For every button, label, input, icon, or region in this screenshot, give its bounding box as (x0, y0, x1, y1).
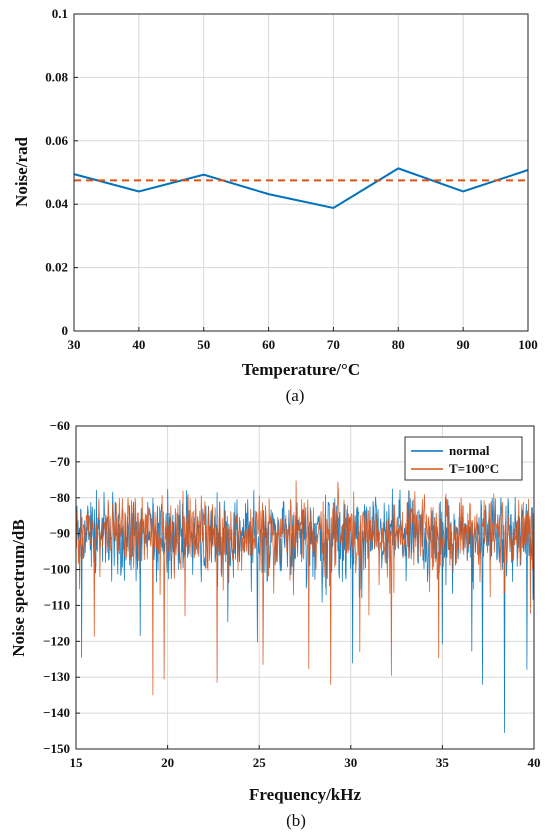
panel-a-x-axis-label: Temperature/°C (242, 360, 360, 379)
legend-box (404, 436, 523, 481)
x-tick-label: 90 (457, 337, 470, 352)
x-tick-label: 30 (344, 755, 357, 770)
x-tick-label: 25 (253, 755, 267, 770)
panel-b-x-axis-label: Frequency/kHz (249, 785, 362, 804)
noise-series-line (73, 167, 529, 210)
y-tick-label: −150 (43, 741, 70, 756)
x-tick-label: 100 (518, 337, 538, 352)
panel-b-y-ticks: −150 −140 −130 −120 −110 −100 −90 −80 −70 −60 (43, 418, 80, 756)
panel-a-plot-area (73, 167, 529, 210)
panel-a-x-ticks: 30 40 50 60 70 80 90 100 (68, 327, 538, 352)
legend-label-t100: T=100°C (449, 461, 499, 476)
y-tick-label: −140 (43, 705, 70, 720)
x-tick-label: 30 (68, 337, 81, 352)
y-tick-label: −120 (43, 633, 70, 648)
panel-b-x-ticks: 15 20 25 30 35 40 (70, 745, 541, 770)
panel-a-axes-box (73, 13, 529, 332)
y-tick-label: −100 (43, 562, 70, 577)
y-tick-label: 0.06 (45, 133, 68, 148)
panel-b-axes-box (75, 425, 535, 750)
panel-b: 15 20 25 30 35 40 −150 −140 −130 −120 −110 −100 −90… (9, 418, 541, 830)
x-tick-label: 50 (197, 337, 210, 352)
panel-b-plot-area (76, 480, 534, 733)
x-tick-label: 40 (132, 337, 145, 352)
panel-b-legend: normal T=100°C (404, 436, 523, 481)
x-tick-label: 40 (528, 755, 541, 770)
panel-a-caption: (a) (286, 386, 305, 405)
y-tick-label: 0 (62, 323, 69, 338)
panel-a-y-axis-label: Noise/rad (12, 137, 31, 207)
y-tick-label: −90 (50, 526, 70, 541)
x-tick-label: 20 (161, 755, 174, 770)
panel-b-caption: (b) (286, 811, 306, 830)
x-tick-label: 35 (436, 755, 450, 770)
x-tick-label: 15 (70, 755, 84, 770)
panel-a-grid (73, 13, 529, 332)
y-tick-label: −70 (50, 454, 70, 469)
y-tick-label: 0.02 (45, 260, 68, 275)
y-tick-label: −60 (50, 418, 70, 433)
legend-label-normal: normal (449, 443, 490, 458)
y-tick-label: 0.08 (45, 69, 68, 84)
y-tick-label: 0.1 (52, 6, 68, 21)
x-tick-label: 80 (392, 337, 405, 352)
y-tick-label: −130 (43, 669, 70, 684)
t100-spectrum-line (76, 480, 534, 696)
y-tick-label: 0.04 (45, 196, 68, 211)
x-tick-label: 70 (327, 337, 340, 352)
y-tick-label: −80 (50, 490, 70, 505)
panel-a: 30 40 50 60 70 80 90 100 0 0.02 0.04 0.06 0.08 0.1 T… (12, 6, 538, 405)
panel-a-y-ticks: 0 0.02 0.04 0.06 0.08 0.1 (45, 6, 78, 338)
panel-b-y-axis-label: Noise spectrum/dB (9, 519, 28, 656)
x-tick-label: 60 (262, 337, 275, 352)
y-tick-label: −110 (44, 597, 70, 612)
